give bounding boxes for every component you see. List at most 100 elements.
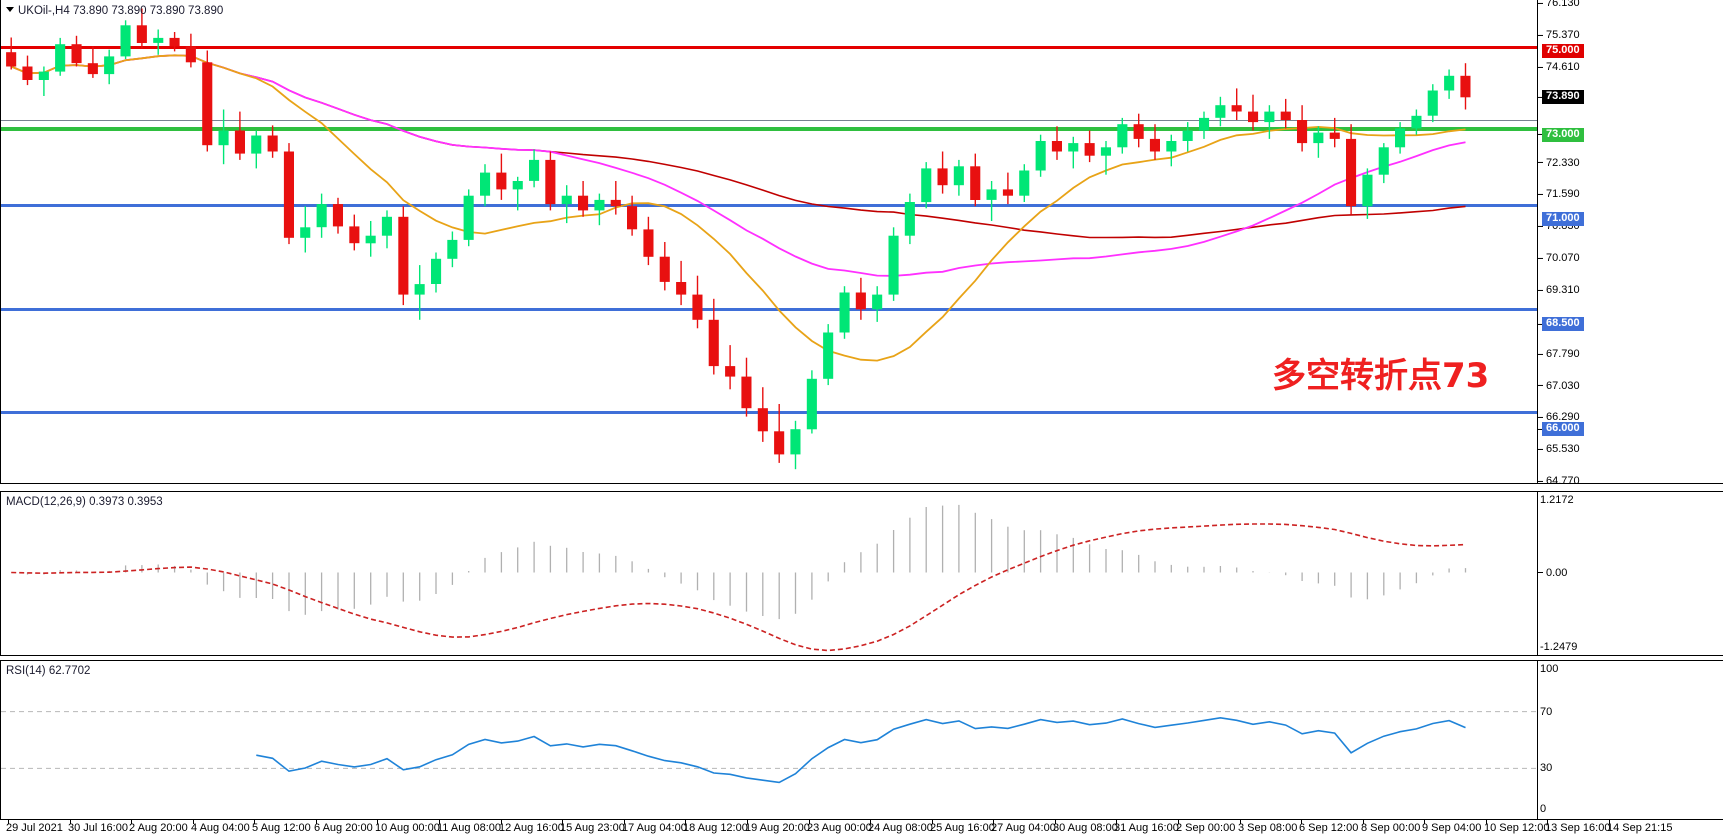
time-axis-tick — [70, 820, 71, 824]
price-plot-area[interactable] — [1, 0, 1537, 483]
time-axis-tick — [131, 820, 132, 824]
rsi-series-layer — [1, 711, 1537, 784]
time-axis-tick — [1301, 820, 1302, 824]
price-tick: 65.530 — [1538, 443, 1580, 455]
macd-tick: 1.2172 — [1540, 494, 1574, 506]
macd-panel[interactable]: 1.2172 0.00 -1.2479 MACD(12,26,9) 0.3973 0… — [0, 491, 1723, 656]
time-axis-tick — [1178, 820, 1179, 824]
time-axis-tick — [1363, 820, 1364, 824]
rsi-label: RSI(14) 62.7702 — [6, 665, 91, 677]
time-axis-tick — [932, 820, 933, 824]
rsi-tick: 70 — [1540, 705, 1553, 718]
time-axis-tick — [747, 820, 748, 824]
time-axis-tick — [254, 820, 255, 824]
macd-tick: 0.00 — [1538, 567, 1567, 579]
time-axis-label: 24 Aug 08:00 — [868, 822, 933, 834]
level-line-685[interactable] — [1, 308, 1537, 311]
time-axis-tick — [1116, 820, 1117, 824]
time-axis-tick — [316, 820, 317, 824]
price-panel[interactable]: 76.130 75.370 74.610 73.890 73.000 72.330 71.5… — [0, 0, 1723, 487]
time-axis-label: 10 Sep 12:00 — [1484, 822, 1550, 834]
level-line-73[interactable] — [1, 127, 1537, 131]
price-tick: 64.770 — [1538, 475, 1580, 487]
price-tick: 76.130 — [1538, 0, 1580, 9]
price-tick: 66.290 — [1538, 411, 1580, 423]
time-axis-label: 25 Aug 16:00 — [930, 822, 995, 834]
price-series-layer — [6, 8, 1471, 470]
rsi-plot-area[interactable] — [1, 661, 1537, 819]
macd-axis-separator — [1537, 492, 1538, 655]
rsi-tick: 0 — [1540, 803, 1547, 815]
time-axis-tick — [624, 820, 625, 824]
time-axis-label: 11 Aug 08:00 — [437, 822, 502, 834]
rsi-tick: 30 — [1540, 762, 1553, 775]
macd-series-layer — [11, 504, 1467, 652]
time-axis-tick — [1055, 820, 1056, 824]
time-axis-label: 18 Aug 12:00 — [683, 822, 748, 834]
rsi-panel[interactable]: 100 70 30 0 RSI(14) 62.7702 — [0, 660, 1723, 820]
time-axis-tick — [8, 820, 9, 824]
time-axis-label: 30 Jul 16:00 — [68, 822, 128, 834]
time-axis-tick — [870, 820, 871, 824]
time-axis-label: 12 Aug 16:00 — [499, 822, 564, 834]
price-tick: 67.790 — [1538, 348, 1580, 360]
level-line-75[interactable] — [1, 46, 1537, 49]
time-axis-tick — [562, 820, 563, 824]
rsi-scale: 100 70 30 0 — [1538, 661, 1723, 819]
macd-plot-area[interactable] — [1, 492, 1537, 655]
time-axis-label: 27 Aug 04:00 — [991, 822, 1056, 834]
price-tick: 69.310 — [1538, 284, 1580, 296]
time-axis-label: 9 Sep 04:00 — [1422, 822, 1482, 834]
time-axis-label: 30 Aug 08:00 — [1053, 822, 1118, 834]
price-level-tag[interactable]: 73.000 — [1542, 127, 1584, 142]
time-axis-label: 17 Aug 04:00 — [622, 822, 687, 834]
time-axis-label: 3 Sep 08:00 — [1238, 822, 1298, 834]
chart-title: UKOil-,H4 73.890 73.890 73.890 73.890 — [18, 5, 224, 17]
price-tick: 74.610 — [1538, 61, 1580, 73]
time-axis-label: 15 Aug 23:00 — [560, 822, 625, 834]
macd-scale: 1.2172 0.00 -1.2479 — [1538, 492, 1723, 655]
time-axis-tick — [1486, 820, 1487, 824]
macd-left-border — [0, 492, 1, 655]
level-line-66[interactable] — [1, 411, 1537, 414]
collapse-caret-icon[interactable] — [6, 7, 14, 12]
level-line-71[interactable] — [1, 204, 1537, 207]
time-axis-label: 13 Sep 16:00 — [1545, 822, 1611, 834]
time-axis-tick — [501, 820, 502, 824]
macd-label: MACD(12,26,9) 0.3973 0.3953 — [6, 496, 163, 508]
time-axis-label: 5 Aug 12:00 — [252, 822, 311, 834]
time-axis-tick — [1240, 820, 1241, 824]
price-tick: 75.370 — [1538, 29, 1580, 41]
price-level-tag[interactable]: 68.500 — [1542, 317, 1584, 332]
time-axis-tick — [439, 820, 440, 824]
price-level-tag[interactable]: 73.890 — [1542, 90, 1584, 105]
rsi-axis-separator — [1537, 661, 1538, 819]
time-axis-label: 4 Aug 04:00 — [191, 822, 250, 834]
time-axis-label: 14 Sep 21:15 — [1607, 822, 1673, 834]
macd-tick: -1.2479 — [1540, 641, 1578, 653]
time-axis-label: 6 Sep 12:00 — [1299, 822, 1359, 834]
time-axis-label: 10 Aug 00:00 — [375, 822, 440, 834]
time-axis-label: 2 Sep 00:00 — [1176, 822, 1236, 834]
chart-annotation-text[interactable]: 多空转折点73 — [1272, 356, 1490, 396]
time-axis-label: 29 Jul 2021 — [6, 822, 63, 834]
price-level-tag[interactable]: 66.000 — [1542, 422, 1584, 437]
price-tick: 72.330 — [1538, 157, 1580, 169]
time-axis-label: 23 Aug 00:00 — [807, 822, 872, 834]
price-scale[interactable]: 76.130 75.370 74.610 73.890 73.000 72.330 71.5… — [1538, 0, 1723, 487]
time-axis-tick — [193, 820, 194, 824]
price-level-tag[interactable]: 71.000 — [1542, 211, 1584, 226]
price-level-tag[interactable]: 75.000 — [1542, 43, 1584, 58]
time-axis-label: 31 Aug 16:00 — [1114, 822, 1179, 834]
price-axis-separator — [1537, 0, 1538, 483]
time-axis-label: 6 Aug 20:00 — [314, 822, 373, 834]
time-axis-tick — [1547, 820, 1548, 824]
time-axis-tick — [1424, 820, 1425, 824]
current-price-line — [1, 120, 1537, 121]
time-axis-tick — [809, 820, 810, 824]
time-axis-label: 19 Aug 20:00 — [745, 822, 810, 834]
time-axis[interactable]: 29 Jul 2021 30 Jul 16:00 2 Aug 20:00 4 Aug … — [0, 820, 1723, 838]
panel-left-border — [0, 0, 1, 483]
time-axis-tick — [1609, 820, 1610, 824]
